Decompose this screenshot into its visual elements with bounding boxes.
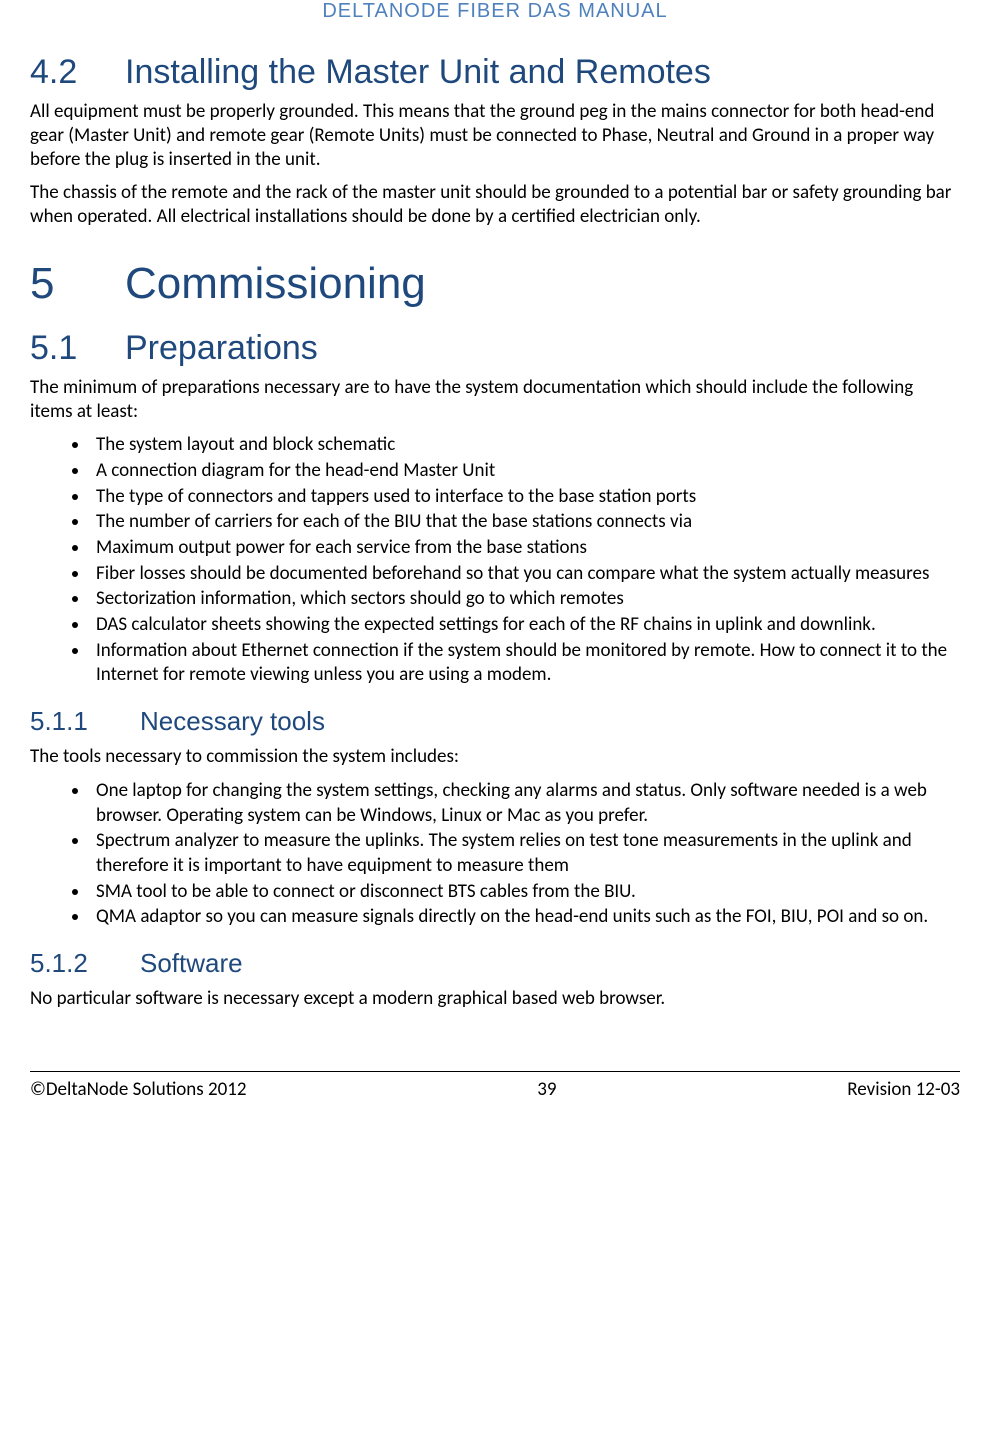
document-page: DELTANODE FIBER DAS MANUAL 4.2Installing… [0, 0, 990, 1400]
list-item: The number of carriers for each of the B… [90, 510, 960, 535]
paragraph: The chassis of the remote and the rack o… [30, 181, 960, 229]
heading-text: Installing the Master Unit and Remotes [125, 53, 711, 91]
heading-5-1: 5.1Preparations [30, 329, 960, 368]
heading-text: Necessary tools [140, 706, 325, 736]
footer-revision: Revision 12-03 [847, 1078, 960, 1101]
heading-text: Software [140, 948, 243, 978]
heading-text: Preparations [125, 329, 318, 367]
heading-5: 5Commissioning [30, 259, 960, 309]
paragraph: The minimum of preparations necessary ar… [30, 376, 960, 424]
list-item: The system layout and block schematic [90, 433, 960, 458]
list-item: Sectorization information, which sectors… [90, 587, 960, 612]
list-item: Maximum output power for each service fr… [90, 536, 960, 561]
paragraph: No particular software is necessary exce… [30, 987, 960, 1011]
heading-number: 4.2 [30, 53, 125, 92]
list-item: SMA tool to be able to connect or discon… [90, 880, 960, 905]
heading-5-1-2: 5.1.2Software [30, 948, 960, 979]
running-header: DELTANODE FIBER DAS MANUAL [30, 0, 960, 33]
list-item: DAS calculator sheets showing the expect… [90, 613, 960, 638]
heading-5-1-1: 5.1.1Necessary tools [30, 706, 960, 737]
bullet-list: The system layout and block schematic A … [30, 433, 960, 688]
list-item: QMA adaptor so you can measure signals d… [90, 905, 960, 930]
page-footer: ©DeltaNode Solutions 2012 39 Revision 12… [30, 1071, 960, 1101]
bullet-list: One laptop for changing the system setti… [30, 779, 960, 930]
list-item: One laptop for changing the system setti… [90, 779, 960, 828]
heading-number: 5.1.1 [30, 706, 140, 737]
paragraph: All equipment must be properly grounded.… [30, 100, 960, 171]
list-item: Information about Ethernet connection if… [90, 639, 960, 688]
footer-copyright: ©DeltaNode Solutions 2012 [30, 1078, 247, 1101]
paragraph: The tools necessary to commission the sy… [30, 745, 960, 769]
list-item: The type of connectors and tappers used … [90, 485, 960, 510]
heading-number: 5.1.2 [30, 948, 140, 979]
list-item: A connection diagram for the head-end Ma… [90, 459, 960, 484]
heading-4-2: 4.2Installing the Master Unit and Remote… [30, 53, 960, 92]
heading-text: Commissioning [125, 259, 426, 308]
list-item: Spectrum analyzer to measure the uplinks… [90, 829, 960, 878]
footer-page-number: 39 [537, 1078, 556, 1101]
list-item: Fiber losses should be documented before… [90, 562, 960, 587]
heading-number: 5 [30, 259, 125, 309]
heading-number: 5.1 [30, 329, 125, 368]
